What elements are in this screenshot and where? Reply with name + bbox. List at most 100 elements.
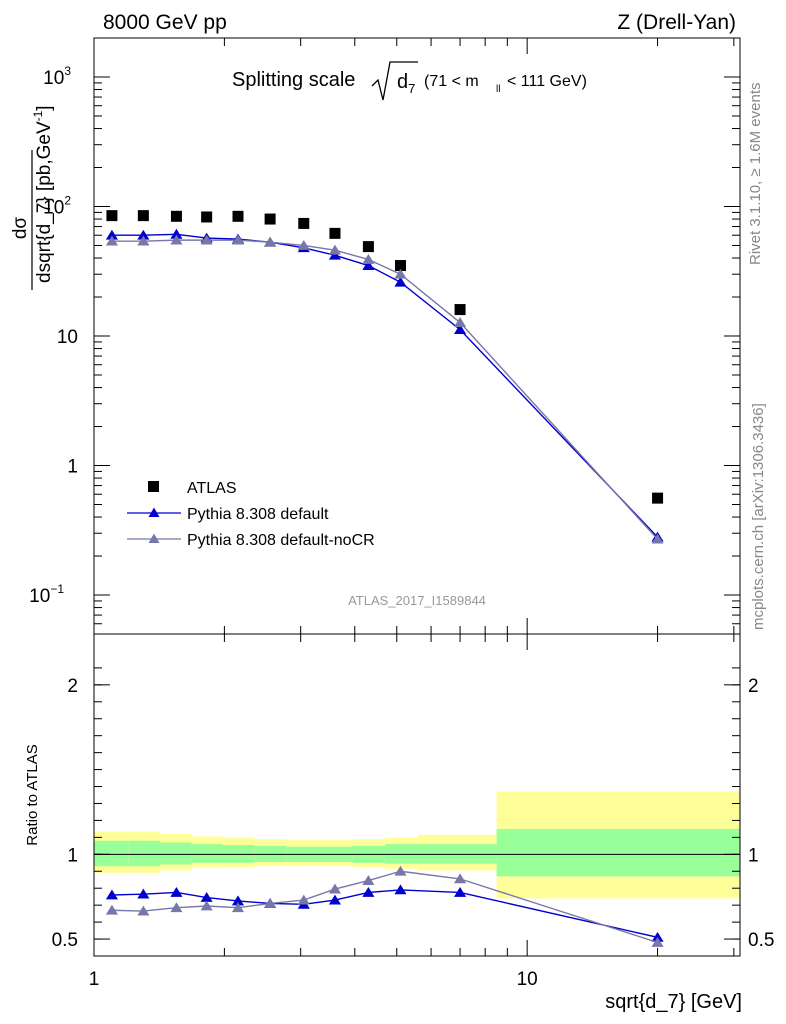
ratio-series-group [105,865,664,947]
ratio-y-tick-label-left: 2 [67,676,78,697]
pythia-8-308-default-ratio-point [231,895,245,906]
pythia-8-308-default-nocr-point [105,235,118,246]
pythia-8-308-default-ratio-point [394,884,407,895]
plot-title-variable: d7 [397,71,415,96]
legend-label-pythia-nocr: Pythia 8.308 default-noCR [187,532,375,549]
header-left: 8000 GeV pp [103,11,227,34]
pythia-8-308-default-point [170,228,183,239]
pythia-8-308-default-nocr-point [137,235,150,246]
ratio-y-axis-label: Ratio to ATLAS [24,744,41,845]
pythia-8-308-default-nocr-point [170,234,183,245]
pythia-8-308-default-ratio-point [170,886,183,897]
atlas-data-point [329,227,341,239]
atlas-data-point [137,210,149,222]
ratio-y-tick-label-left: 1 [67,845,78,866]
main-y-tick-label: 1 [67,457,78,478]
x-tick-label: 10 [517,969,538,990]
pythia-8-308-default-nocr-ratio-point [231,902,245,913]
pythia-8-308-default-nocr-line [111,239,659,540]
ratio-plot-frame [93,633,741,957]
pythia-8-308-default-nocr-point [231,234,245,245]
pythia-8-308-default-ratio-point [137,888,150,899]
x-axis-ticks: 1 10 [89,38,735,990]
ratio-axis-ticks: 0.5 0.5 1 1 2 2 [52,667,774,951]
pythia-8-308-default-ratio-point [362,886,375,897]
pythia-8-308-default-ratio-line [111,889,658,939]
atlas-data-point [394,260,406,272]
pythia-8-308-default-nocr-ratio-point [200,900,213,911]
pythia-8-308-default-nocr-point [200,234,213,245]
sqrt-symbol-icon [371,61,418,101]
main-y-tick-label: 10 [57,327,78,348]
y-label-numerator: dσ [10,217,31,240]
rivet-version-text: Rivet 3.1.10, ≥ 1.6M events [747,83,764,266]
stat-uncertainty-band [159,842,192,865]
pythia-8-308-default-line [111,233,659,538]
pythia-8-308-default-ratio-point [328,894,342,905]
stat-uncertainty-band [94,840,129,867]
main-y-tick-label: 102 [43,193,71,218]
legend-marker-atlas [148,481,159,492]
pythia-8-308-default-ratio-point [454,886,467,897]
header-right: Z (Drell-Yan) [617,11,736,34]
pythia-8-308-default-ratio-point [105,889,118,900]
atlas-data-point [264,213,276,225]
plot-title-cut: (71 < m [424,73,479,90]
pythia-8-308-default-point [105,229,118,240]
main-y-tick-label: 103 [43,64,71,89]
legend-triangle-pythia-nocr [148,533,160,543]
y-label-denominator: dsqrt{d_7} [pb,GeV-1] [31,105,55,283]
pythia-8-308-default-point [394,276,407,287]
pythia-8-308-default-ratio-point [651,931,664,942]
ratio-y-tick-label-left: 0.5 [52,930,78,951]
pythia-8-308-default-point [454,324,467,335]
pythia-8-308-default-nocr-ratio-point [362,875,375,885]
stat-uncertainty-band [496,828,740,877]
pythia-8-308-default-nocr-point [651,533,664,544]
main-y-tick-label: 10−1 [29,582,64,607]
ratio-y-tick-label-right: 1 [748,845,759,866]
pythia-8-308-default-nocr-ratio-point [264,897,277,908]
pythia-8-308-default-nocr-point [264,236,277,247]
pythia-8-308-default-ratio-point [200,892,213,902]
pythia-8-308-default-nocr-point [394,268,407,279]
main-axis-ticks: 10−1 1 10 102 103 [29,64,740,625]
atlas-data-point [652,492,664,504]
ratio-uncertainty-bands [94,791,740,899]
atlas-data-point [170,210,182,222]
pythia-8-308-default-nocr-ratio-point [651,936,664,947]
stat-uncertainty-band [128,840,160,867]
stat-uncertainty-band [191,844,223,863]
x-tick-label: 1 [89,969,100,990]
plot-title-cut-sub: ll [496,84,500,95]
main-y-axis-label: dσ dsqrt{d_7} [pb,GeV-1] [10,105,55,290]
plot-title-cut-tail: < 111 GeV) [507,73,587,90]
analysis-id: ATLAS_2017_I1589844 [348,593,486,608]
pythia-8-308-default-nocr-ratio-point [328,883,342,894]
legend-triangle-pythia-default [148,507,160,517]
atlas-data-point [454,304,466,316]
pythia-8-308-default-point [328,249,342,260]
pythia-8-308-default-point [362,260,375,270]
main-series-group [105,210,664,544]
x-axis-label: sqrt{d_7} [GeV] [605,991,742,1013]
pythia-8-308-default-nocr-ratio-line [111,870,658,944]
ratio-y-tick-label-right: 0.5 [748,930,774,951]
pythia-8-308-default-nocr-ratio-point [170,902,183,913]
pythia-8-308-default-nocr-point [362,253,375,264]
pythia-8-308-default-nocr-point [328,244,342,255]
pythia-8-308-default-nocr-ratio-point [297,894,310,905]
pythia-8-308-default-nocr-ratio-point [394,865,407,876]
pythia-8-308-default-point [137,229,150,240]
atlas-data-point [362,241,374,253]
atlas-data-point [201,211,213,223]
plot-title-text: Splitting scale [232,69,355,91]
pythia-8-308-default-nocr-point [454,317,467,327]
atlas-data-point [298,217,310,229]
mcplots-text: mcplots.cern.ch [arXiv:1306.3436] [750,403,767,630]
plot-title: Splitting scale d7 (71 < m ll < 111 GeV) [232,61,587,101]
atlas-data-point [106,210,118,222]
legend: ATLAS Pythia 8.308 default Pythia 8.308 … [127,480,375,549]
ratio-y-tick-label-right: 2 [748,676,759,697]
